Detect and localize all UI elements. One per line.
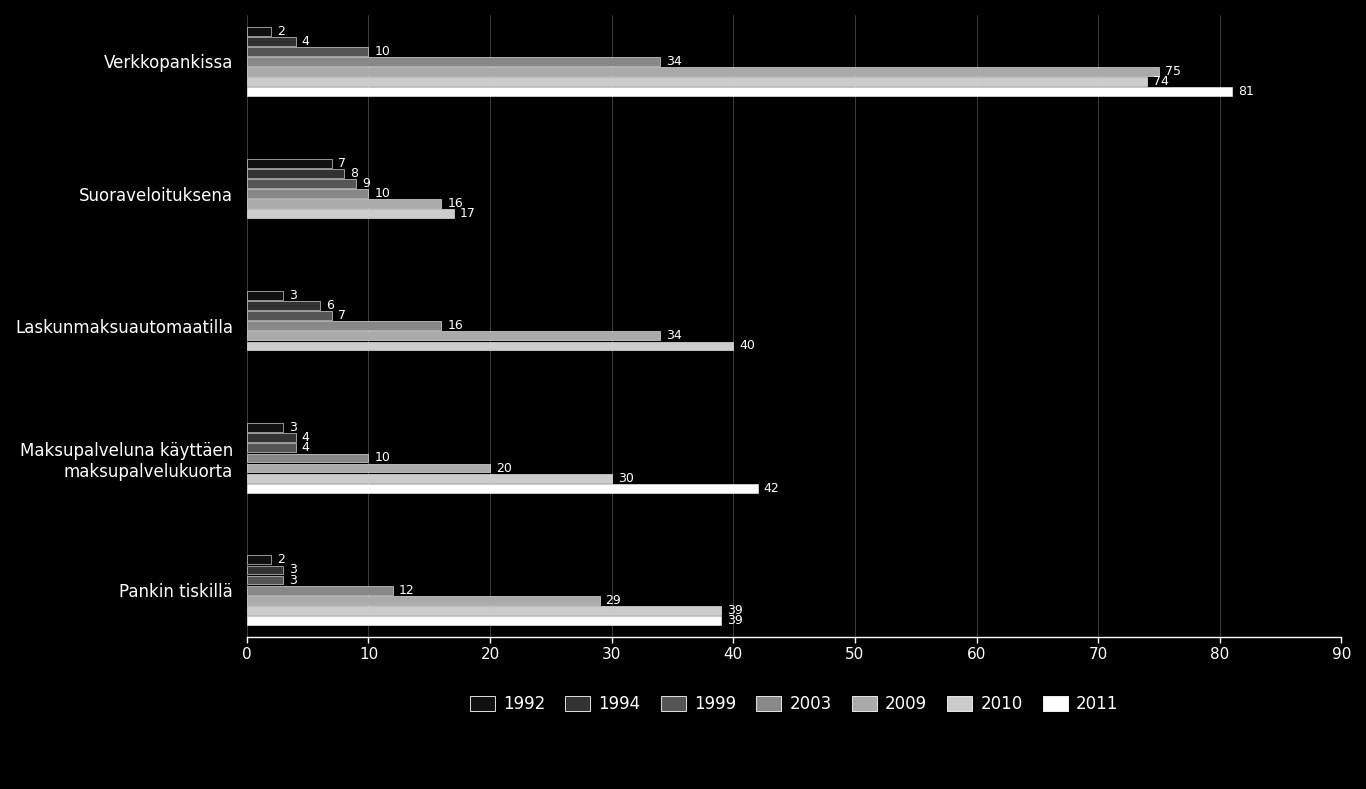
Legend: 1992, 1994, 1999, 2003, 2009, 2010, 2011: 1992, 1994, 1999, 2003, 2009, 2010, 2011 [463, 689, 1126, 720]
Bar [247, 454, 369, 462]
Bar [247, 606, 721, 615]
Bar [247, 291, 283, 300]
Bar [247, 555, 272, 564]
Text: 29: 29 [605, 593, 622, 607]
Text: 17: 17 [460, 208, 475, 220]
Text: 3: 3 [290, 289, 298, 302]
Text: 20: 20 [496, 462, 512, 474]
Bar [247, 616, 721, 625]
Bar [247, 47, 369, 56]
Text: 75: 75 [1165, 65, 1182, 78]
Bar [247, 473, 612, 483]
Text: 6: 6 [326, 299, 333, 312]
Text: 39: 39 [727, 614, 743, 626]
Bar [247, 57, 660, 66]
Bar [247, 484, 758, 492]
Text: 74: 74 [1153, 75, 1169, 88]
Bar [247, 433, 295, 442]
Bar [247, 576, 283, 585]
Text: 4: 4 [302, 441, 310, 454]
Bar [247, 464, 490, 473]
Text: 10: 10 [374, 451, 391, 465]
Text: 34: 34 [667, 55, 682, 68]
Bar [247, 331, 660, 340]
Bar [247, 27, 272, 36]
Text: 16: 16 [448, 320, 463, 332]
Bar [247, 169, 344, 178]
Text: 10: 10 [374, 187, 391, 200]
Text: 9: 9 [362, 177, 370, 190]
Bar [247, 209, 454, 219]
Bar [247, 301, 320, 310]
Text: 3: 3 [290, 574, 298, 586]
Text: 2: 2 [277, 553, 285, 567]
Bar [247, 189, 369, 198]
Text: 4: 4 [302, 432, 310, 444]
Text: 42: 42 [764, 481, 780, 495]
Bar [247, 200, 441, 208]
Bar [247, 443, 295, 452]
Bar [247, 37, 295, 46]
Text: 3: 3 [290, 421, 298, 434]
Text: 39: 39 [727, 604, 743, 617]
Bar [247, 312, 332, 320]
Text: 34: 34 [667, 329, 682, 342]
Text: 3: 3 [290, 563, 298, 577]
Text: 7: 7 [339, 157, 346, 170]
Bar [247, 88, 1232, 96]
Text: 12: 12 [399, 584, 415, 596]
Text: 4: 4 [302, 35, 310, 48]
Text: 8: 8 [350, 167, 358, 180]
Text: 30: 30 [617, 472, 634, 484]
Text: 10: 10 [374, 45, 391, 58]
Text: 16: 16 [448, 197, 463, 210]
Bar [247, 67, 1158, 76]
Bar [247, 596, 600, 604]
Bar [247, 179, 357, 188]
Text: 7: 7 [339, 309, 346, 322]
Bar [247, 159, 332, 168]
Bar [247, 342, 734, 350]
Bar [247, 585, 393, 595]
Text: 2: 2 [277, 24, 285, 38]
Bar [247, 566, 283, 574]
Bar [247, 77, 1146, 86]
Text: 40: 40 [739, 339, 755, 353]
Text: 81: 81 [1238, 85, 1254, 98]
Bar [247, 321, 441, 331]
Bar [247, 423, 283, 432]
